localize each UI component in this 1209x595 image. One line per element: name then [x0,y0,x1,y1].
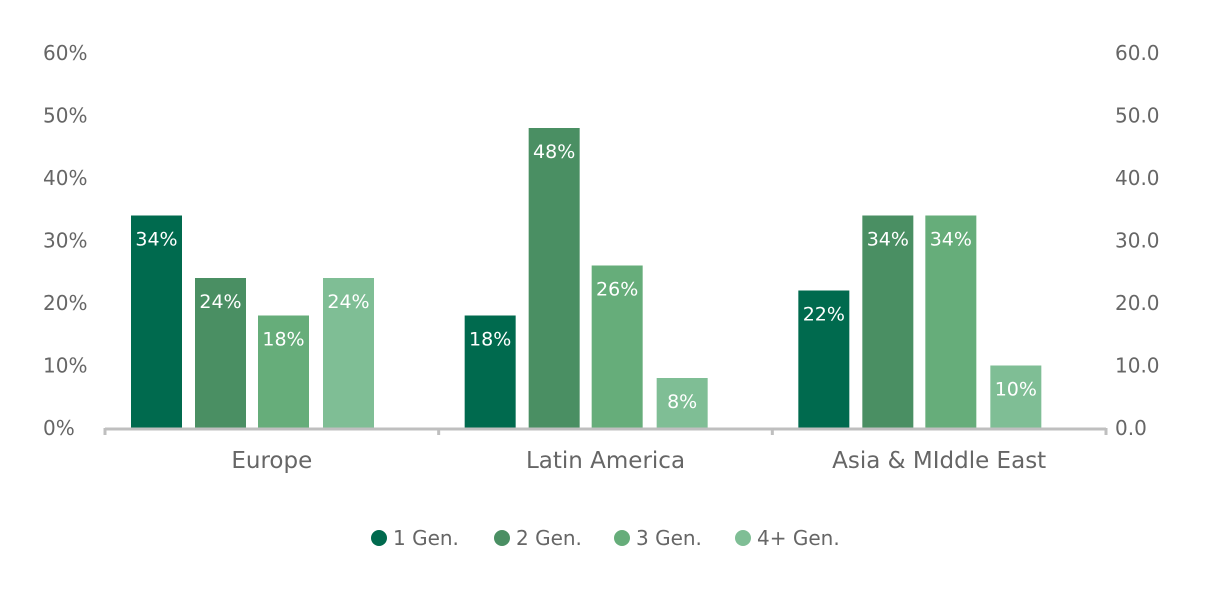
y-tick-label-right: 40.0 [1115,166,1160,190]
y-tick-label-left: 0% [43,416,75,440]
legend-marker [614,530,630,546]
data-label: 48% [533,141,575,163]
bar-4 [323,278,374,428]
y-tick-label-left: 60% [43,41,87,65]
bars: 34% 24% 18% 24% 18% 48% 26% 8% 22% 34% 34% 10% [131,128,1042,428]
y-tick-label-left: 40% [43,166,87,190]
legend-marker [735,530,751,546]
y-tick-label-right: 10.0 [1115,354,1160,378]
y-tick-label-left: 30% [43,229,87,253]
legend-label: 4+ Gen. [757,526,840,550]
bar-1 [131,215,182,428]
y-tick-label-left: 20% [43,291,87,315]
data-label: 34% [135,229,177,251]
data-label: 34% [930,229,972,251]
data-label: 8% [667,391,697,413]
bar-2 [862,215,914,428]
bar-1 [798,290,850,428]
data-label: 26% [596,279,638,301]
legend-label: 2 Gen. [516,526,582,550]
left-y-axis: 0% 10% 20% 30% 40% 50% 60% [43,41,87,440]
data-label: 24% [199,291,241,313]
bar-4 [990,365,1042,428]
legend-label: 3 Gen. [636,526,702,550]
y-tick-label-right: 20.0 [1115,291,1160,315]
bar-3 [258,315,309,428]
bar-3 [591,265,643,428]
data-label: 10% [995,379,1037,401]
bar-2 [195,278,246,428]
data-label: 24% [327,291,369,313]
y-tick-label-left: 50% [43,104,87,128]
x-axis: Europe Latin America Asia & MIddle East [103,427,1108,474]
bar-2 [528,128,580,428]
y-tick-label-right: 60.0 [1115,41,1160,65]
right-y-axis: 0.0 10.0 20.0 30.0 40.0 50.0 60.0 [1115,41,1160,440]
data-label: 18% [469,329,511,351]
bar-4 [656,378,708,428]
legend-marker [371,530,387,546]
y-tick-label-left: 10% [43,354,87,378]
y-tick-label-right: 0.0 [1115,416,1147,440]
data-label: 18% [262,329,304,351]
bar-1 [464,315,516,428]
bar-3 [925,215,977,428]
legend-marker [494,530,510,546]
category-label: Asia & MIddle East [832,448,1046,474]
category-label: Europe [231,448,312,474]
category-label: Latin America [526,448,685,474]
data-label: 22% [803,304,845,326]
y-tick-label-right: 50.0 [1115,104,1160,128]
y-tick-label-right: 30.0 [1115,229,1160,253]
data-label: 34% [867,229,909,251]
legend-label: 1 Gen. [393,526,459,550]
legend: 1 Gen. 2 Gen. 3 Gen. 4+ Gen. [371,526,840,550]
